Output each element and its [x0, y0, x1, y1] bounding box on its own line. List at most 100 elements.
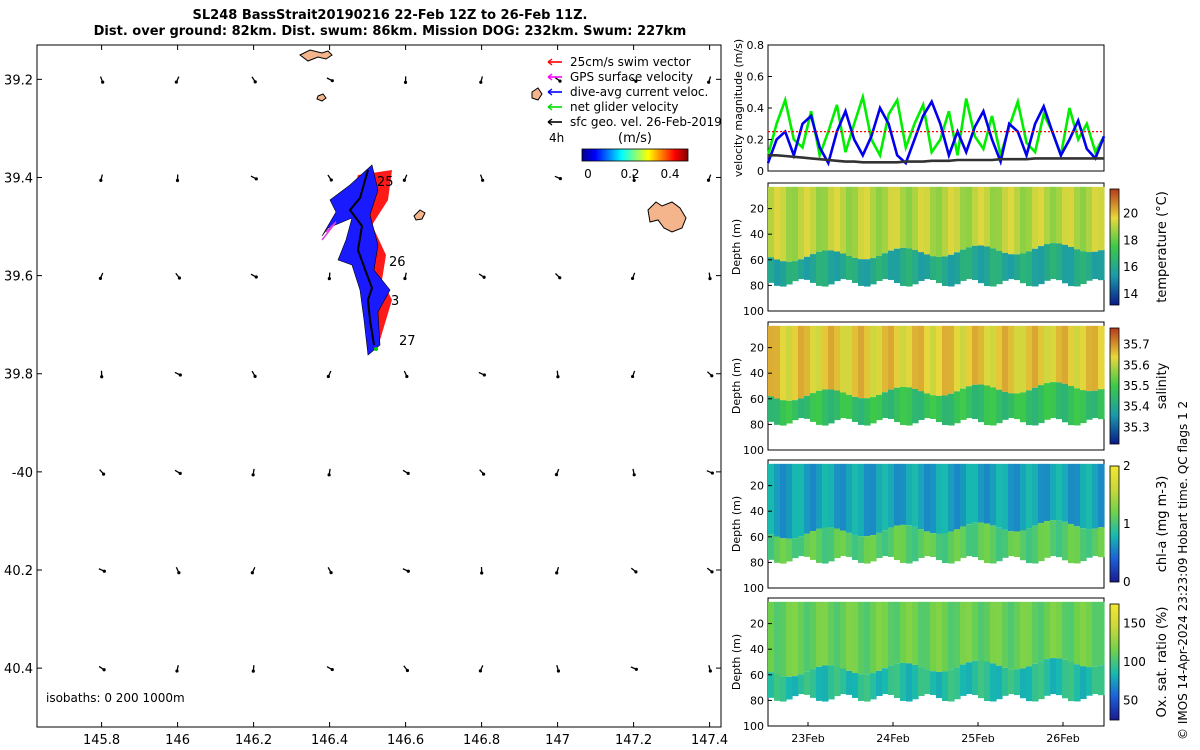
section-cell-upper	[786, 186, 793, 262]
section-cell-upper	[1014, 601, 1021, 670]
section-cell-upper	[1026, 186, 1033, 252]
section-cell-lower	[1050, 243, 1057, 280]
section-cell-upper	[858, 463, 865, 537]
section-cell-upper	[816, 186, 823, 252]
map-x-tick-label: 147.4	[691, 733, 728, 748]
title-line-2: Dist. over ground: 82km. Dist. swum: 86k…	[93, 24, 687, 39]
section-cell-lower	[906, 525, 913, 564]
section-cell-upper	[912, 325, 919, 389]
colorbar-tick-label: 18	[1123, 233, 1138, 247]
section-cell-lower	[930, 671, 937, 695]
section-cell-upper	[948, 601, 955, 670]
section-y-tick-label: 60	[750, 393, 764, 406]
section-cell-upper	[1008, 325, 1015, 394]
section-cell-upper	[900, 463, 907, 525]
section-cell-lower	[780, 261, 787, 287]
section-cell-upper	[876, 463, 883, 533]
legend-arrowhead	[547, 118, 553, 126]
depth-section-4: 20 40 60 80 100 Depth (m) 50 100 150 Ox. sat. rat…	[730, 597, 1170, 745]
section-cell-upper	[996, 601, 1003, 666]
section-cell-upper	[852, 186, 859, 258]
map-y-tick-label: 39.6	[4, 270, 33, 285]
isobaths-label: isobaths: 0 200 1000m	[46, 691, 185, 705]
section-cell-lower	[1074, 249, 1081, 287]
section-cell-lower	[816, 528, 823, 563]
section-cell-upper	[1068, 325, 1075, 386]
section-cell-lower	[786, 400, 793, 424]
section-cell-lower	[954, 391, 961, 424]
section-cell-upper	[954, 325, 961, 392]
section-cell-lower	[864, 674, 871, 702]
map-y-tick-label: 39.8	[4, 368, 33, 383]
section-cell-upper	[792, 601, 799, 677]
section-y-tick-label: 20	[750, 342, 764, 355]
section-cell-lower	[780, 538, 787, 564]
geo-velocity-arrowhead	[632, 178, 636, 183]
section-cell-lower	[840, 668, 847, 695]
geo-velocity-arrowhead	[177, 571, 181, 575]
section-cell-lower	[948, 254, 955, 287]
section-y-tick-label: 60	[750, 669, 764, 682]
section-y-tick-label: 100	[743, 305, 764, 318]
speed-colorbar	[581, 148, 689, 162]
section-cell-upper	[864, 463, 871, 537]
section-cell-lower	[1068, 385, 1075, 426]
legend-label: net glider velocity	[570, 100, 678, 114]
geo-velocity-arrowhead	[102, 668, 106, 672]
section-cell-upper	[1038, 463, 1045, 524]
colorbar-tick-label: 100	[1123, 655, 1146, 669]
section-cell-upper	[978, 601, 985, 661]
section-cell-lower	[846, 255, 853, 280]
geo-velocity-arrowhead	[102, 569, 106, 573]
map-x-tick-label: 146.8	[463, 733, 500, 748]
section-cell-lower	[840, 392, 847, 419]
section-cell-lower	[1098, 665, 1105, 696]
section-cell-upper	[912, 601, 919, 665]
section-cell-lower	[930, 533, 937, 557]
section-cell-lower	[996, 527, 1003, 562]
section-cell-upper	[930, 325, 937, 396]
section-cell-lower	[906, 663, 913, 702]
section-cell-lower	[966, 662, 973, 695]
section-cell-upper	[840, 463, 847, 531]
section-y-tick-label: 40	[750, 367, 764, 380]
section-cell-lower	[1068, 661, 1075, 702]
section-y-tick-label: 100	[743, 582, 764, 595]
section-cell-lower	[876, 255, 883, 282]
day-labels: 25 26 3 27	[377, 175, 416, 349]
section-cell-lower	[912, 664, 919, 700]
section-colorbar	[1109, 327, 1120, 445]
section-cell-upper	[1020, 463, 1027, 531]
section-y-tick-label: 80	[750, 418, 764, 431]
section-cell-upper	[1080, 463, 1087, 529]
section-cell-lower	[1080, 390, 1087, 424]
time-x-tick-label: 26Feb	[1046, 732, 1079, 745]
section-cell-lower	[984, 246, 991, 287]
section-cell-lower	[894, 387, 901, 423]
section-cell-lower	[1056, 658, 1063, 696]
section-cell-upper	[972, 186, 979, 246]
section-cell-upper	[930, 463, 937, 534]
velocity-y-tick-label: 0	[757, 165, 764, 178]
geo-velocity-arrowhead	[326, 374, 330, 379]
section-cell-upper	[1098, 186, 1105, 251]
section-cell-lower	[990, 248, 997, 287]
section-cell-lower	[798, 536, 805, 557]
section-cell-lower	[774, 398, 781, 425]
section-cell-upper	[1068, 186, 1075, 247]
section-cell-lower	[864, 259, 871, 287]
geo-velocity-arrowhead	[330, 667, 334, 672]
section-cell-upper	[936, 463, 943, 534]
section-cell-upper	[1056, 186, 1063, 244]
section-cell-upper	[954, 186, 961, 253]
section-cell-upper	[882, 601, 889, 669]
legend-arrowhead	[547, 73, 553, 81]
section-cell-lower	[936, 671, 943, 699]
section-cell-upper	[822, 325, 829, 390]
section-cell-lower	[1038, 246, 1045, 285]
section-cell-upper	[924, 186, 931, 255]
section-cell-lower	[1038, 385, 1045, 424]
section-cell-upper	[972, 325, 979, 385]
section-cell-upper	[1068, 463, 1075, 524]
